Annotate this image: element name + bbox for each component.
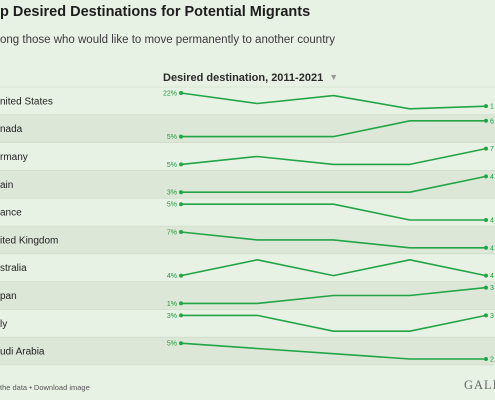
end-point[interactable] <box>484 357 488 361</box>
start-point[interactable] <box>179 134 183 139</box>
brand-logo: GALL <box>464 378 495 392</box>
start-value-label: 5% <box>167 202 177 209</box>
start-value-label: 22% <box>163 91 177 98</box>
start-point[interactable] <box>179 202 183 207</box>
end-point[interactable] <box>484 104 488 109</box>
end-point[interactable] <box>484 313 488 318</box>
start-point[interactable] <box>179 230 183 234</box>
end-value-label: 4 <box>490 218 494 225</box>
row-label: rmany <box>0 152 28 163</box>
row-label: nited States <box>0 96 53 107</box>
chart-row: udi Arabia 5% 2 <box>0 336 495 365</box>
chart-row: nited States 22% 1 <box>0 86 495 111</box>
row-label: ain <box>0 180 13 191</box>
series-line <box>180 147 487 166</box>
chart-title: p Desired Destinations for Potential Mig… <box>0 4 311 20</box>
series-line <box>181 203 486 221</box>
start-value-label: 3% <box>167 313 177 320</box>
start-point[interactable] <box>179 341 183 346</box>
start-point[interactable] <box>179 273 183 278</box>
start-point[interactable] <box>179 162 183 167</box>
chart-row: pan 1% 3 <box>0 281 495 310</box>
chart-row: ited Kingdom 7% 4 <box>0 225 495 254</box>
row-label: ance <box>0 208 22 219</box>
end-value-label: 4 <box>490 245 494 252</box>
end-value-label: 4 <box>490 174 494 181</box>
start-value-label: 5% <box>167 341 177 348</box>
column-header[interactable]: Desired destination, 2011-2021 ▼ <box>163 72 338 84</box>
series-line <box>181 314 487 333</box>
column-header-label: Desired destination, 2011-2021 <box>163 72 324 84</box>
start-value-label: 7% <box>167 230 177 237</box>
start-value-label: 5% <box>167 162 177 169</box>
chart-row: ance 5% 4 <box>0 197 495 225</box>
row-band <box>0 281 495 310</box>
series-line <box>181 120 486 138</box>
row-band <box>0 226 495 254</box>
row-label: udi Arabia <box>0 347 45 358</box>
series-line <box>181 175 487 193</box>
row-band <box>0 337 495 365</box>
end-value-label: 3 <box>490 285 494 292</box>
chart-row: ly 3% 3 <box>0 309 495 333</box>
footer-links[interactable]: the data • Download image <box>0 383 90 392</box>
chart-subtitle: ong those who would like to move permane… <box>0 34 335 46</box>
start-point[interactable] <box>179 313 183 318</box>
start-value-label: 5% <box>167 134 177 141</box>
start-point[interactable] <box>179 301 183 306</box>
start-value-label: 3% <box>167 190 177 197</box>
end-value-label: 7 <box>490 146 494 153</box>
chart-row: ain 3% 4 <box>0 170 495 199</box>
chart-row: rmany 5% 7 <box>0 142 495 169</box>
end-value-label: 6 <box>490 118 494 125</box>
series-line <box>180 231 486 249</box>
chart-row: stralia 4% 4 <box>0 253 495 280</box>
row-label: stralia <box>0 263 27 274</box>
end-point[interactable] <box>484 146 488 151</box>
end-value-label: 1 <box>490 104 494 111</box>
start-point[interactable] <box>179 91 183 95</box>
row-band <box>0 170 495 199</box>
end-point[interactable] <box>484 218 488 222</box>
row-label: nada <box>0 124 23 135</box>
row-label: ited Kingdom <box>0 235 58 246</box>
triangle-down-icon[interactable]: ▼ <box>329 72 339 82</box>
row-band <box>0 114 495 143</box>
chart-row: nada 5% 6 <box>0 114 495 143</box>
series-line <box>180 342 486 360</box>
start-value-label: 1% <box>167 301 177 308</box>
end-value-label: 2 <box>490 357 494 364</box>
end-point[interactable] <box>484 245 488 250</box>
series-line <box>180 92 487 110</box>
end-value-label: 3 <box>490 313 494 320</box>
start-value-label: 4% <box>167 273 177 280</box>
start-point[interactable] <box>179 190 183 195</box>
end-value-label: 4 <box>490 273 494 280</box>
series-line <box>180 258 487 277</box>
end-point[interactable] <box>484 273 488 278</box>
row-label: pan <box>0 291 17 302</box>
end-point[interactable] <box>484 174 488 179</box>
end-point[interactable] <box>484 285 488 290</box>
end-point[interactable] <box>484 118 488 123</box>
series-line <box>181 286 487 305</box>
row-label: ly <box>0 319 7 330</box>
